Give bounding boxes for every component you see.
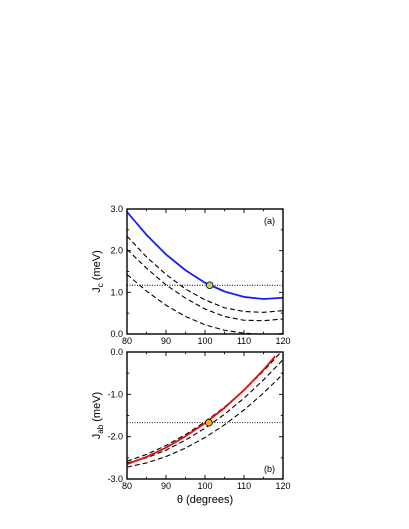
x-tick-label: 90 (161, 336, 171, 346)
y-tick-label: 0.0 (110, 347, 123, 357)
x-tick-label: 120 (275, 481, 290, 491)
y-tick-label: 1.0 (110, 287, 123, 297)
series-line-3 (127, 373, 283, 468)
x-tick-label: 90 (161, 481, 171, 491)
x-tick-label: 100 (197, 481, 212, 491)
y-tick-label: -1.0 (107, 389, 123, 399)
series-line-2 (127, 249, 283, 322)
series-line-3 (127, 274, 283, 334)
x-tick-label: 80 (122, 481, 132, 491)
series-line-2 (127, 359, 283, 464)
panel-label: (b) (264, 464, 275, 474)
y-axis-title: Jc (meV) (91, 250, 105, 293)
y-tick-label: -3.0 (107, 474, 123, 484)
series-line-0 (127, 211, 283, 300)
y-tick-label: 0.0 (110, 329, 123, 339)
y-axis-title-unit: (meV) (91, 250, 103, 283)
panel-b: 80 90 100 110 120 -3.0 -2.0 -1.0 0.0 (b) Jab (meV)… (91, 347, 291, 506)
series-line-1 (127, 235, 283, 313)
y-tick-label: 2.0 (110, 246, 123, 256)
y-axis-title-main: J (91, 434, 103, 440)
y-axis-title: Jab (meV) (91, 392, 105, 439)
crossing-point-marker (205, 418, 213, 427)
x-tick-label: 120 (275, 336, 290, 346)
y-tick-label: -2.0 (107, 432, 123, 442)
crossing-point-marker (205, 281, 214, 290)
panel-label: (a) (264, 216, 275, 226)
series-line-1 (127, 352, 282, 462)
y-axis-title-unit: (meV) (91, 392, 103, 425)
x-tick-label: 100 (197, 336, 212, 346)
series-line-0 (127, 355, 276, 466)
y-axis-title-subscript: ab (96, 424, 105, 433)
panel-a: 80 90 100 110 120 0.0 1.0 2.0 3.0 (a) Jc (meV) (91, 204, 291, 346)
x-axis-title: θ (degrees) (177, 494, 233, 506)
plot-frame (126, 351, 284, 480)
x-tick-label: 110 (237, 336, 251, 346)
y-tick-label: 3.0 (110, 204, 123, 214)
y-axis-title-subscript: c (96, 283, 105, 287)
x-tick-label: 80 (122, 336, 132, 346)
x-tick-label: 110 (237, 481, 251, 491)
y-axis-title-main: J (91, 287, 103, 293)
